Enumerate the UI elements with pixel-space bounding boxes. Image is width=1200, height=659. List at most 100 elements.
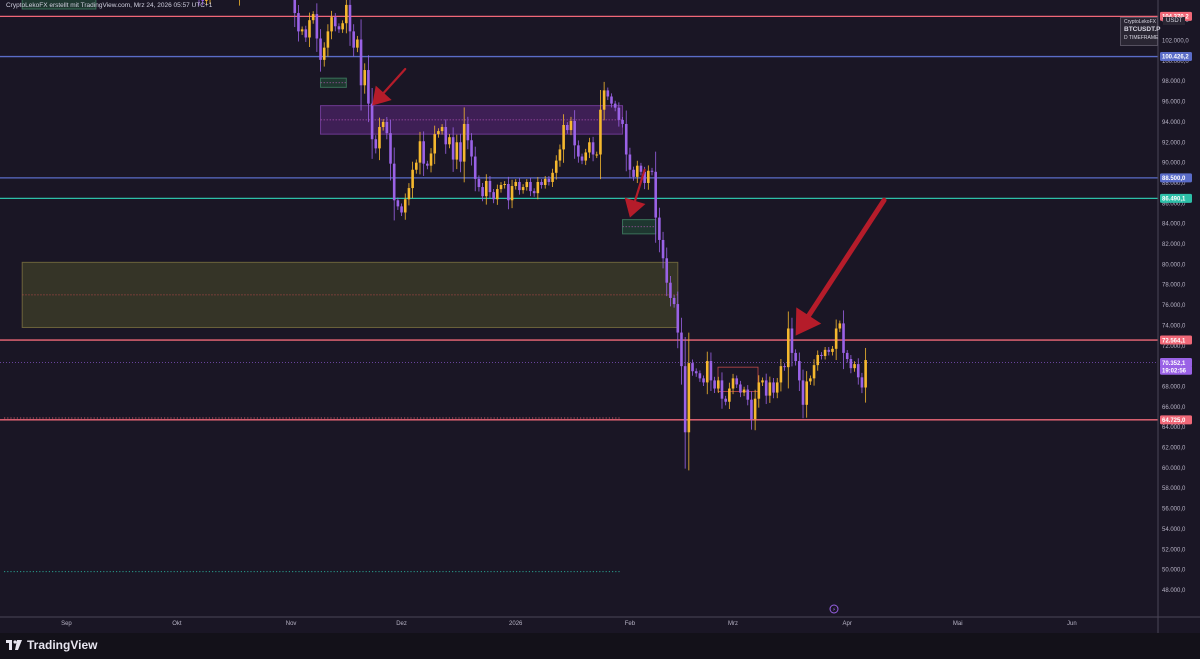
candle [698, 370, 702, 382]
candle [746, 385, 750, 406]
candle [359, 19, 363, 111]
y-tick-label: 76.000,0 [1162, 303, 1186, 309]
time-axis[interactable]: Sep Okt Nov Dez 2026 Feb Mrz Apr Mai Jun [61, 621, 1077, 627]
candle [602, 81, 606, 121]
candle [658, 207, 661, 253]
candle [632, 166, 635, 181]
y-tick-label: 100.000,0 [1162, 59, 1189, 65]
candle [834, 319, 838, 361]
candle [565, 122, 569, 134]
candle [543, 176, 547, 189]
price-tag: 100.426,2 [1160, 52, 1192, 62]
candle [764, 373, 768, 405]
candle [812, 359, 816, 386]
zone-demand-0[interactable] [21, 0, 97, 10]
candle [728, 382, 731, 410]
y-tick-label: 72.000,0 [1162, 344, 1186, 350]
x-tick-label: Nov [286, 621, 297, 627]
author-label: CryptoLekoFX [1124, 19, 1156, 25]
candle [569, 116, 573, 136]
currency-label[interactable]: USDT [1163, 17, 1186, 25]
candle [820, 352, 823, 360]
candle [621, 117, 624, 128]
candle [363, 63, 367, 94]
candle [801, 369, 805, 419]
candle [451, 127, 455, 172]
price-axis[interactable]: 48.000,0 50.000,0 52.000,0 54.000,0 56.000,0… [1162, 18, 1189, 594]
candle [525, 179, 529, 191]
candle [385, 117, 389, 140]
candle [742, 386, 746, 397]
candle [414, 159, 418, 174]
x-tick-label: 2026 [509, 621, 523, 627]
candle [845, 350, 849, 363]
price-tag-text: 86.490,1 [1162, 197, 1186, 203]
x-tick-label: Okt [172, 621, 182, 627]
candle [308, 12, 311, 47]
annotation-arrow-0[interactable] [372, 67, 407, 106]
candle [591, 136, 595, 162]
candle [477, 175, 481, 192]
y-tick-label: 88.000,0 [1162, 181, 1186, 187]
symbol-info-box: CryptoLekoFX BTCUSDT.P D TIMEFRAME [1120, 17, 1160, 46]
candle [503, 181, 506, 189]
candle [809, 375, 812, 385]
arrows-layer [372, 67, 887, 336]
candle [341, 20, 344, 33]
candle [540, 179, 543, 189]
candle [521, 184, 525, 194]
price-tag: 64.725,0 [1160, 415, 1192, 425]
candle [403, 193, 407, 220]
candle [473, 146, 477, 192]
x-tick-label: Mai [953, 621, 963, 627]
candle [418, 131, 422, 175]
price-tag-text: 70.352,1 [1162, 361, 1186, 367]
annotation-arrow-2[interactable] [795, 197, 887, 336]
candle [205, 0, 208, 5]
candle [635, 160, 639, 184]
candle [367, 55, 370, 123]
candle [731, 373, 735, 395]
y-tick-label: 66.000,0 [1162, 405, 1186, 411]
candle [330, 10, 333, 40]
price-tag-text: 100.426,2 [1162, 55, 1189, 61]
candle [720, 372, 724, 409]
candle [816, 350, 820, 371]
candle [599, 90, 602, 180]
y-tick-label: 82.000,0 [1162, 242, 1186, 248]
candle [481, 183, 484, 202]
candle [536, 177, 540, 200]
annotation-arrow-1[interactable] [624, 168, 646, 218]
candle [356, 35, 359, 53]
price-tag: 88.500,0 [1160, 173, 1192, 183]
candle [400, 203, 403, 217]
candle [411, 161, 414, 199]
candle [783, 363, 786, 371]
candle [496, 184, 499, 205]
candle [562, 114, 565, 163]
candle [326, 24, 330, 57]
candle [694, 368, 698, 377]
candle [864, 347, 867, 403]
candle [201, 0, 204, 6]
candle [462, 107, 466, 183]
candle [370, 87, 374, 159]
y-tick-label: 62.000,0 [1162, 446, 1186, 452]
candle [775, 377, 779, 399]
y-tick-label: 54.000,0 [1162, 527, 1186, 533]
candle [507, 176, 510, 210]
candle [514, 179, 518, 190]
candle [440, 124, 444, 135]
candle [661, 231, 665, 269]
y-tick-label: 86.000,0 [1162, 201, 1186, 207]
candle [547, 176, 551, 186]
events-icon[interactable]: ⚡ [829, 604, 839, 614]
candle [319, 29, 322, 72]
timeframe-label: D TIMEFRAME [1124, 35, 1159, 41]
y-tick-label: 98.000,0 [1162, 79, 1186, 85]
candle [691, 359, 694, 376]
candle [448, 134, 451, 149]
candle [672, 295, 676, 308]
candle [392, 147, 396, 221]
